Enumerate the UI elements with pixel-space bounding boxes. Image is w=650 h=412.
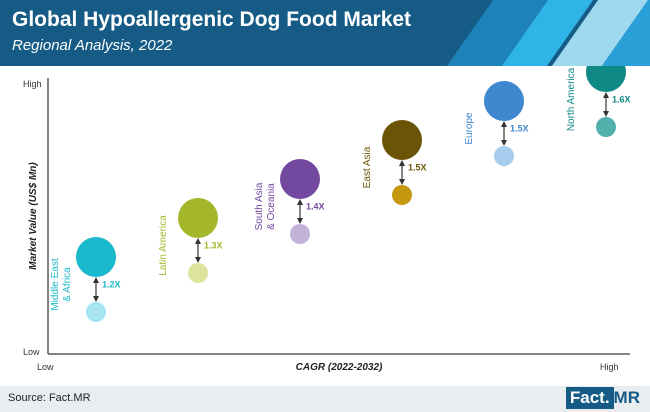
source-text: Source: Fact.MR	[8, 392, 91, 404]
y-tick-low: Low	[23, 347, 40, 357]
region-label-line: South Asia	[254, 182, 265, 230]
factmr-logo: Fact. MR	[565, 387, 640, 409]
region-label-line: Europe	[464, 112, 475, 145]
x-tick-high: High	[600, 362, 619, 372]
logo-part-2: MR	[613, 388, 640, 407]
page-title: Global Hypoallergenic Dog Food Market	[12, 8, 412, 31]
growth-label: 1.5X	[408, 163, 427, 173]
large-bubble	[382, 120, 422, 160]
region-label-line: North America	[566, 67, 577, 131]
region-label: Europe	[464, 112, 475, 145]
small-bubble	[86, 302, 106, 322]
region-label-line: Middle East	[50, 258, 61, 310]
growth-label: 1.4X	[306, 202, 325, 212]
growth-label: 1.3X	[204, 241, 223, 251]
large-bubble	[178, 198, 218, 238]
small-bubble	[188, 263, 208, 283]
region-label-line: & Africa	[62, 267, 73, 302]
bubble-series-4: 1.5X East Asia	[362, 120, 427, 205]
region-label: East Asia	[362, 146, 373, 188]
growth-label: 1.2X	[102, 280, 121, 290]
x-axis-label: CAGR (2022-2032)	[296, 362, 383, 373]
region-label-line: & Oceania	[266, 183, 277, 230]
large-bubble	[484, 81, 524, 121]
growth-label: 1.6X	[612, 95, 631, 105]
region-label-line: East Asia	[362, 146, 373, 188]
y-tick-high: High	[23, 79, 42, 89]
x-tick-low: Low	[37, 362, 54, 372]
region-label: North America	[566, 67, 577, 131]
region-label: Latin America	[158, 215, 169, 276]
bubble-series-5: 1.5X Europe	[464, 81, 529, 166]
small-bubble	[596, 117, 616, 137]
bubble-series-6: 1.6X North America	[566, 52, 631, 137]
page-subtitle: Regional Analysis, 2022	[12, 37, 173, 54]
bubble-chart: High Low Low High CAGR (2022-2032) Marke…	[23, 52, 631, 373]
region-label: South Asia& Oceania	[254, 182, 277, 230]
growth-label: 1.5X	[510, 124, 529, 134]
logo-part-1: Fact.	[565, 387, 614, 409]
bubble-series-1: 1.2X Middle East& Africa	[50, 237, 121, 322]
region-label: Middle East& Africa	[50, 258, 73, 310]
large-bubble	[586, 52, 626, 92]
footer: Source: Fact.MR Fact. MR	[0, 386, 650, 412]
header-banner: Global Hypoallergenic Dog Food Market Re…	[0, 0, 650, 66]
bubble-series-3: 1.4X South Asia& Oceania	[254, 159, 325, 244]
bubble-series-2: 1.3X Latin America	[158, 198, 223, 283]
region-label-line: Latin America	[158, 215, 169, 276]
small-bubble	[494, 146, 514, 166]
small-bubble	[392, 185, 412, 205]
large-bubble	[76, 237, 116, 277]
large-bubble	[280, 159, 320, 199]
y-axis-label: Market Value (US$ Mn)	[28, 162, 39, 270]
small-bubble	[290, 224, 310, 244]
chart-area: High Low Low High CAGR (2022-2032) Marke…	[0, 52, 650, 386]
bubble-group: 1.2X Middle East& Africa 1.3X Latin America…	[50, 52, 631, 322]
